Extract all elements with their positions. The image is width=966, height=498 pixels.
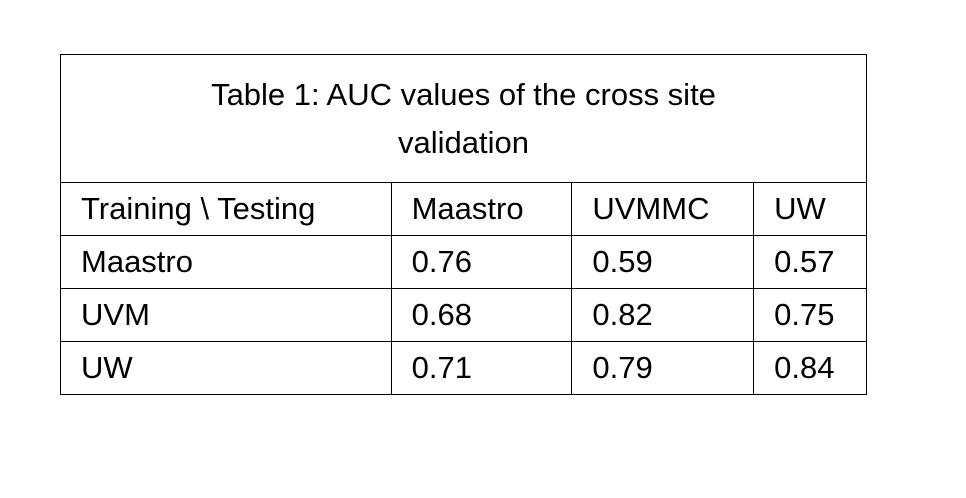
data-row: UVM 0.68 0.82 0.75 [60,288,867,342]
row-label: UVM [60,288,392,342]
cell: 0.68 [390,288,573,342]
cell: 0.84 [753,341,867,395]
title-cell: Table 1: AUC values of the cross site va… [60,54,867,183]
cell: 0.59 [571,235,755,289]
row-label: UW [60,341,392,395]
title-row: Table 1: AUC values of the cross site va… [60,54,867,183]
auc-table: Table 1: AUC values of the cross site va… [60,54,867,395]
row-label: Maastro [60,235,392,289]
cell: 0.82 [571,288,755,342]
header-cell: UVMMC [571,182,755,236]
table-title: Table 1: AUC values of the cross site va… [211,76,716,160]
header-cell: Training \ Testing [60,182,392,236]
data-row: Maastro 0.76 0.59 0.57 [60,235,867,289]
data-row: UW 0.71 0.79 0.84 [60,341,867,395]
cell: 0.71 [390,341,573,395]
cell: 0.57 [753,235,867,289]
header-row: Training \ Testing Maastro UVMMC UW [60,182,867,236]
cell: 0.76 [390,235,573,289]
cell: 0.75 [753,288,867,342]
header-cell: Maastro [390,182,573,236]
cell: 0.79 [571,341,755,395]
header-cell: UW [753,182,867,236]
